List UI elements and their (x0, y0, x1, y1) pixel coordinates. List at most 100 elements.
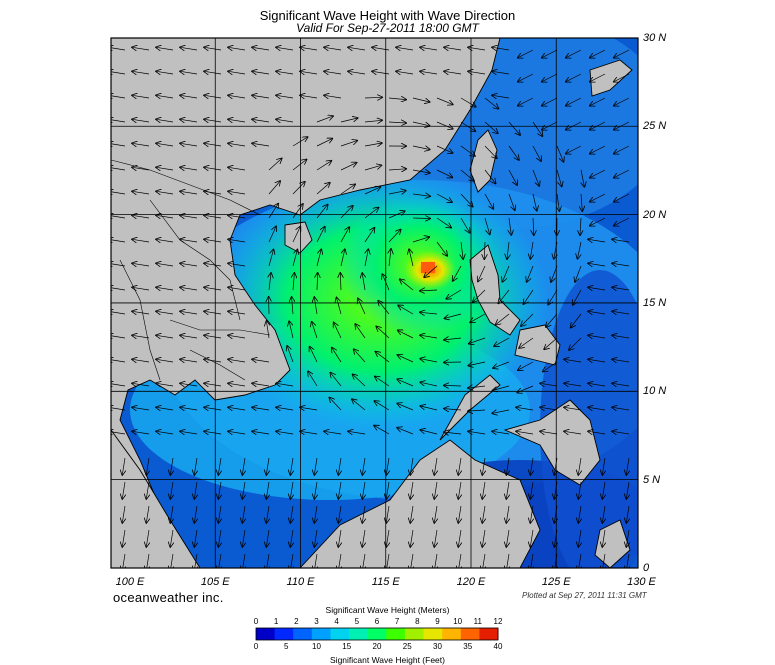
wave-direction-arrow (532, 121, 542, 136)
wave-direction-arrow (180, 47, 198, 50)
wave-direction-arrow (156, 71, 174, 74)
wave-direction-arrow (364, 187, 380, 195)
wave-direction-arrow (252, 431, 270, 434)
wave-direction-arrow (434, 457, 437, 475)
colorbar-feet-tick: 30 (433, 642, 442, 651)
wave-direction-arrow (156, 239, 174, 242)
wave-direction-arrow (228, 239, 246, 242)
wave-direction-arrow (493, 385, 510, 391)
wave-direction-arrow (111, 191, 126, 194)
wave-direction-arrow (204, 383, 222, 386)
wave-direction-arrow (436, 217, 451, 228)
wave-direction-arrow (228, 191, 246, 194)
wave-direction-arrow (502, 265, 510, 282)
wave-direction-arrow (204, 71, 222, 74)
wave-direction-arrow (626, 505, 629, 523)
colorbar-meters-tick: 10 (453, 617, 463, 626)
wave-direction-arrow (300, 47, 318, 50)
wave-direction-arrow (533, 217, 534, 235)
sulawesi-island (594, 519, 631, 568)
wave-direction-arrow (340, 206, 353, 219)
lat-label: 15 N (643, 296, 667, 309)
colorbar-segment (293, 628, 313, 640)
wave-direction-arrow (412, 218, 430, 219)
wave-direction-arrow (218, 505, 221, 523)
wave-direction-arrow (228, 47, 246, 50)
wave-direction-arrow (590, 73, 606, 82)
wave-direction-arrow (566, 97, 582, 106)
wave-direction-arrow (436, 241, 447, 256)
wave-direction-arrow (409, 249, 414, 267)
wave-direction-arrow (180, 383, 198, 386)
wave-direction-arrow (458, 505, 461, 523)
wave-direction-arrow (316, 250, 321, 267)
wave-direction-arrow (424, 265, 438, 277)
wave-direction-arrow (420, 312, 438, 314)
wave-direction-arrow (473, 289, 486, 302)
wave-direction-arrow (524, 289, 534, 304)
wave-direction-arrow (564, 407, 582, 410)
lon-label: 125 E (541, 576, 571, 588)
wave-direction-arrow (388, 122, 406, 123)
wave-direction-arrow (316, 161, 331, 171)
wave-direction-arrow (507, 241, 509, 259)
wave-direction-arrow (468, 362, 486, 366)
colorbar-segment (386, 628, 406, 640)
wave-direction-arrow (132, 335, 150, 338)
wave-direction-arrow (444, 71, 462, 74)
wave-direction-arrow (496, 313, 510, 325)
wave-direction-arrow (492, 71, 510, 74)
wave-direction-arrow (132, 215, 150, 218)
wave-direction-arrow (588, 335, 606, 338)
wave-direction-arrow (156, 95, 174, 98)
map-title: Significant Wave Height with Wave Direct… (259, 8, 516, 23)
wave-direction-arrow (146, 505, 149, 523)
plotted-timestamp: Plotted at Sep 27, 2011 11:31 GMT (522, 591, 647, 600)
wave-direction-arrow (122, 505, 125, 523)
wave-direction-arrow (614, 193, 630, 202)
wave-direction-arrow (516, 407, 534, 410)
wave-direction-arrow (492, 47, 510, 50)
wave-direction-arrow (436, 145, 453, 153)
wave-direction-arrow (590, 169, 606, 178)
wave-direction-arrow (324, 47, 342, 50)
wave-direction-arrow (292, 297, 293, 315)
wave-direction-arrow (602, 529, 605, 547)
wave-direction-arrow (542, 97, 558, 106)
colorbar-meters-tick: 3 (314, 617, 319, 626)
wave-direction-arrow (364, 228, 374, 243)
wave-direction-arrow (180, 167, 198, 170)
wave-direction-arrow (300, 95, 318, 98)
wave-direction-arrow (180, 71, 198, 74)
wave-direction-arrow (292, 250, 297, 267)
wave-direction-arrow (364, 97, 382, 98)
wave-direction-arrow (612, 287, 630, 290)
colorbar-meters-title: Significant Wave Height (Meters) (325, 605, 450, 615)
wave-direction-arrow (530, 457, 533, 475)
lon-label: 110 E (286, 576, 315, 588)
colorbar-feet-tick: 5 (284, 642, 289, 651)
wave-direction-arrow (492, 95, 510, 98)
wave-direction-arrow (612, 431, 630, 434)
wave-direction-arrow (444, 409, 462, 410)
wave-direction-arrow (292, 137, 308, 147)
wave-direction-arrow (372, 47, 390, 50)
wave-direction-arrow (290, 457, 293, 475)
wave-direction-arrow (506, 529, 509, 547)
wave-direction-arrow (194, 505, 197, 523)
wave-direction-arrow (266, 321, 269, 339)
wave-direction-arrow (292, 182, 305, 195)
wave-direction-arrow (242, 481, 245, 499)
wave-direction-arrow (111, 383, 126, 386)
wave-direction-arrow (460, 145, 475, 156)
wave-direction-arrow (388, 191, 406, 194)
wave-direction-arrow (228, 383, 246, 386)
wave-direction-arrow (445, 313, 462, 318)
wave-direction-arrow (111, 71, 126, 74)
colorbar-meters-tick: 1 (273, 617, 279, 626)
wave-direction-arrow (292, 204, 303, 219)
wave-direction-arrow (588, 311, 606, 314)
wave-direction-arrow (521, 313, 534, 326)
wave-direction-arrow (300, 431, 318, 434)
wave-direction-arrow (194, 481, 197, 499)
